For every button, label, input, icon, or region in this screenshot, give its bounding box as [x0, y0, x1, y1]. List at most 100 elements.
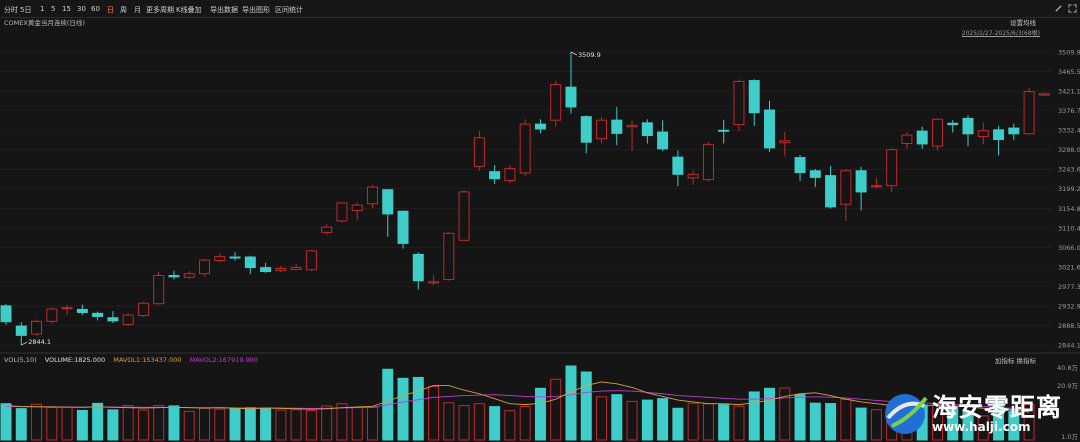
watermark: 海安零距离 www.halji.com [880, 388, 1080, 442]
volume-bar [321, 405, 333, 441]
tab-5day[interactable]: 5日 [20, 6, 32, 14]
candle-body [779, 140, 791, 144]
volume-bar [855, 407, 867, 441]
export-data-button[interactable]: 导出数据 [210, 6, 238, 14]
watermark-url: www.halji.com [932, 420, 1031, 434]
volume-bar [489, 406, 501, 441]
volume-bar [137, 409, 149, 441]
tab-1min[interactable]: 1 [40, 5, 45, 13]
volume-bar [519, 405, 531, 441]
volume-bar [260, 407, 272, 441]
candle-body [825, 175, 837, 208]
volume-bar [1008, 410, 1020, 441]
y-tick-label: 3376.7 [1058, 107, 1080, 115]
volume-bar [183, 410, 195, 441]
volume-bar [76, 409, 88, 441]
indicator-buttons[interactable]: 加指标 换指标 [994, 357, 1036, 365]
candle-body [519, 123, 531, 174]
volume-bar [870, 409, 882, 441]
volume-bar [412, 376, 424, 441]
y-tick-label: 3154.8 [1058, 205, 1080, 213]
volume-bar [397, 377, 409, 441]
annotation-leader [21, 341, 28, 346]
volume-bar [458, 405, 470, 441]
candle-body [855, 170, 867, 193]
volume-bar [809, 402, 821, 441]
candle-body [428, 281, 440, 284]
candle-body [702, 143, 714, 181]
volume-bar [214, 408, 226, 441]
candle-body [1023, 91, 1035, 135]
y-tick-label: 3110.4 [1058, 224, 1080, 232]
candle-body [92, 312, 104, 317]
mavol2-value: MAVOL2:167919.900 [189, 356, 258, 364]
tab-30min[interactable]: 30 [77, 5, 86, 13]
vol-axis-label-mid: 20.9万 [1057, 382, 1078, 390]
candle-body [15, 325, 27, 336]
expand-icon[interactable] [1068, 4, 1077, 13]
candle-body [504, 168, 516, 181]
volume-bar [672, 407, 684, 441]
date-range-label: 2025/2/27-2025/6/3(68根) [961, 30, 1040, 37]
watermark-text: 海安零距离 [932, 393, 1063, 422]
volume-bar [947, 406, 959, 441]
volume-bar [366, 406, 378, 441]
range-stats-button[interactable]: 区间统计 [275, 6, 303, 14]
volume-bar [626, 400, 638, 441]
annotation-leader [570, 51, 578, 56]
y-tick-label: 3288.0 [1058, 146, 1080, 154]
volume-bar [0, 403, 12, 441]
vol-axis-label-bottom: 1.0万 [1061, 433, 1078, 441]
volume-bar [443, 402, 455, 441]
draw-tool-icon[interactable] [1054, 4, 1063, 13]
candle-body [122, 314, 134, 325]
volume-bar [351, 406, 363, 441]
volume-bar [229, 408, 241, 441]
tab-15min[interactable]: 15 [62, 5, 71, 13]
candle-body [947, 122, 959, 126]
y-tick-label: 3199.2 [1058, 185, 1080, 193]
candle-body [305, 250, 317, 271]
candle-body [61, 307, 73, 310]
ma-settings-button[interactable]: 设置均线 [1010, 19, 1036, 27]
volume-bar [580, 371, 592, 441]
candle-body [351, 204, 363, 211]
candle-body [977, 130, 989, 137]
tab-5min[interactable]: 5 [51, 5, 56, 13]
candle-body [137, 302, 149, 317]
candle-body [183, 273, 195, 278]
candle-body [290, 267, 302, 270]
tab-day[interactable]: 日 [107, 6, 114, 14]
more-periods-dropdown[interactable]: 更多周期 [146, 6, 174, 14]
candle-body [214, 256, 226, 262]
volume-bar [641, 399, 653, 441]
tab-month[interactable]: 月 [134, 6, 141, 14]
candle-body [672, 156, 684, 175]
tab-60min[interactable]: 60 [91, 5, 100, 13]
candle-body [565, 86, 577, 108]
volume-bar [550, 378, 562, 441]
volume-bar [764, 387, 775, 441]
candle-body [321, 226, 333, 233]
mavol1-line [5, 381, 1030, 413]
volume-bar [15, 408, 27, 441]
volume-bar [733, 405, 745, 441]
tab-week[interactable]: 周 [120, 6, 127, 14]
candle-body [153, 275, 165, 305]
volume-bar [687, 402, 699, 441]
tab-fenshi[interactable]: 分时 [4, 6, 18, 14]
volume-bar [962, 410, 974, 441]
volume-bar [92, 402, 104, 441]
candle-body [366, 186, 378, 205]
y-tick-label: 3066.0 [1058, 244, 1080, 252]
volume-bar [473, 403, 485, 441]
candle-body [229, 256, 241, 259]
export-image-button[interactable]: 导出图形 [242, 6, 270, 14]
candle-body [611, 119, 623, 134]
overlay-dropdown[interactable]: K线叠加 [176, 6, 202, 14]
candle-body [244, 256, 256, 269]
annotation-label: 3509.9 [578, 51, 601, 59]
volume-bar [840, 398, 852, 441]
candle-body [794, 157, 806, 174]
volume-bar [565, 365, 577, 441]
